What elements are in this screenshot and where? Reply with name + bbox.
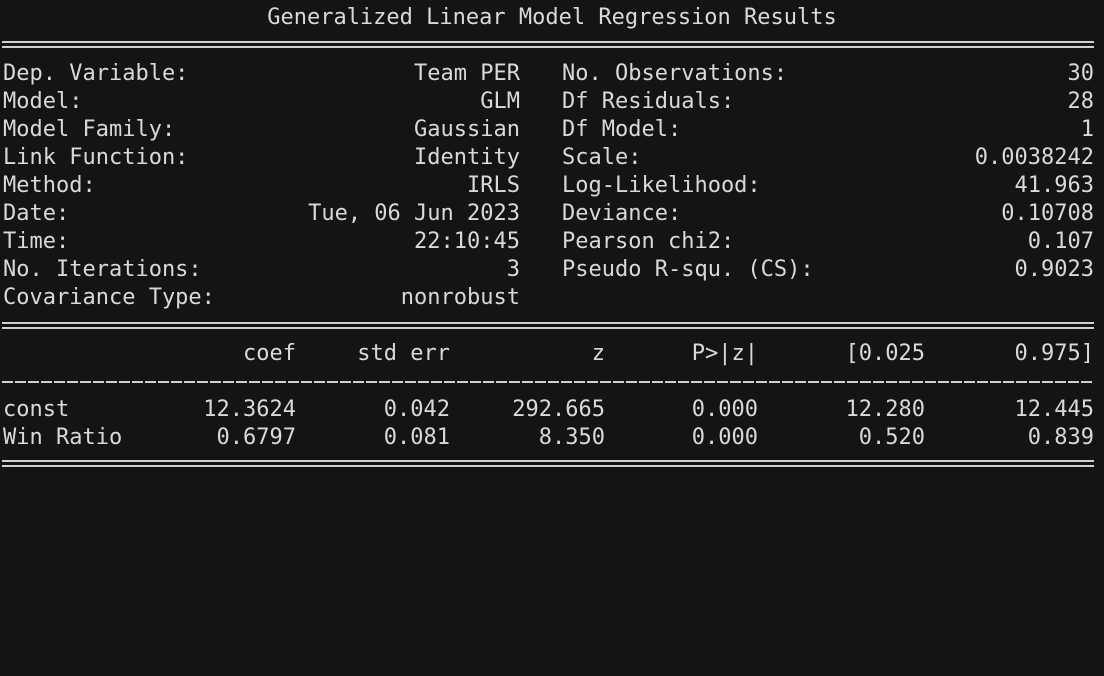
- right-value: 30: [1067, 61, 1095, 86]
- right-label: Df Residuals:: [562, 89, 735, 114]
- header-ci-upper: 0.975]: [1014, 341, 1094, 366]
- summary-row: No. Iterations: 3 Pseudo R-squ. (CS): 0.…: [0, 256, 1104, 284]
- ci-lower-value: 12.280: [845, 397, 925, 422]
- left-value: Team PER: [414, 61, 520, 86]
- std-err-value: 0.081: [383, 425, 450, 450]
- summary-row: Covariance Type: nonrobust: [0, 284, 1104, 312]
- coef-value: 12.3624: [203, 397, 296, 422]
- left-label: Dep. Variable:: [3, 61, 189, 86]
- left-value: 3: [506, 257, 520, 282]
- dashed-rule: [2, 381, 1094, 383]
- header-coef: coef: [243, 341, 296, 366]
- left-label: Model:: [3, 89, 83, 114]
- p-value: 0.000: [691, 397, 758, 422]
- right-value: 0.107: [1027, 229, 1094, 254]
- right-label: Pearson chi2:: [562, 229, 735, 254]
- results-title: Generalized Linear Model Regression Resu…: [267, 5, 837, 30]
- header-z: z: [591, 341, 605, 366]
- p-value: 0.000: [691, 425, 758, 450]
- table-row: Win Ratio 0.6797 0.081 8.350 0.000 0.520…: [0, 424, 1104, 452]
- left-label: Date:: [3, 201, 70, 226]
- right-value: 0.9023: [1014, 257, 1094, 282]
- summary-row: Dep. Variable: Team PER No. Observations…: [0, 60, 1104, 88]
- coef-value: 0.6797: [216, 425, 296, 450]
- right-label: Df Model:: [562, 117, 682, 142]
- right-label: Deviance:: [562, 201, 682, 226]
- summary-row: Model: GLM Df Residuals: 28: [0, 88, 1104, 116]
- left-value: 22:10:45: [414, 229, 520, 254]
- left-label: Model Family:: [3, 117, 176, 142]
- table-row: const 12.3624 0.042 292.665 0.000 12.280…: [0, 396, 1104, 424]
- summary-row: Model Family: Gaussian Df Model: 1: [0, 116, 1104, 144]
- terminal-output: Generalized Linear Model Regression Resu…: [0, 5, 1104, 467]
- right-label: Log-Likelihood:: [562, 173, 761, 198]
- row-name: Win Ratio: [3, 425, 123, 450]
- double-rule-top: [2, 41, 1094, 48]
- right-label: Scale:: [562, 145, 642, 170]
- left-label: No. Iterations:: [3, 257, 202, 282]
- summary-row: Method: IRLS Log-Likelihood: 41.963: [0, 172, 1104, 200]
- right-value: 1: [1080, 117, 1094, 142]
- right-value: 0.0038242: [974, 145, 1094, 170]
- left-value: GLM: [480, 89, 520, 114]
- left-value: Identity: [414, 145, 520, 170]
- ci-lower-value: 0.520: [858, 425, 925, 450]
- right-value: 41.963: [1014, 173, 1094, 198]
- double-rule-bottom: [2, 460, 1094, 467]
- right-value: 28: [1067, 89, 1095, 114]
- right-label: No. Observations:: [562, 61, 788, 86]
- double-rule-middle: [2, 322, 1094, 329]
- ci-upper-value: 12.445: [1014, 397, 1094, 422]
- z-value: 292.665: [512, 397, 605, 422]
- summary-row: Link Function: Identity Scale: 0.0038242: [0, 144, 1104, 172]
- right-label: Pseudo R-squ. (CS):: [562, 257, 814, 282]
- z-value: 8.350: [538, 425, 605, 450]
- left-label: Time:: [3, 229, 70, 254]
- left-label: Covariance Type:: [3, 285, 215, 310]
- left-value: Tue, 06 Jun 2023: [308, 201, 520, 226]
- coef-table-header: coef std err z P>|z| [0.025 0.975]: [0, 340, 1104, 368]
- header-p-value: P>|z|: [691, 341, 758, 366]
- header-ci-lower: [0.025: [845, 341, 925, 366]
- summary-row: Date: Tue, 06 Jun 2023 Deviance: 0.10708: [0, 200, 1104, 228]
- row-name: const: [3, 397, 70, 422]
- left-value: IRLS: [467, 173, 520, 198]
- left-label: Link Function:: [3, 145, 189, 170]
- summary-row: Time: 22:10:45 Pearson chi2: 0.107: [0, 228, 1104, 256]
- header-std-err: std err: [357, 341, 450, 366]
- right-value: 0.10708: [1001, 201, 1094, 226]
- std-err-value: 0.042: [383, 397, 450, 422]
- left-label: Method:: [3, 173, 96, 198]
- left-value: Gaussian: [414, 117, 520, 142]
- left-value: nonrobust: [400, 285, 520, 310]
- ci-upper-value: 0.839: [1027, 425, 1094, 450]
